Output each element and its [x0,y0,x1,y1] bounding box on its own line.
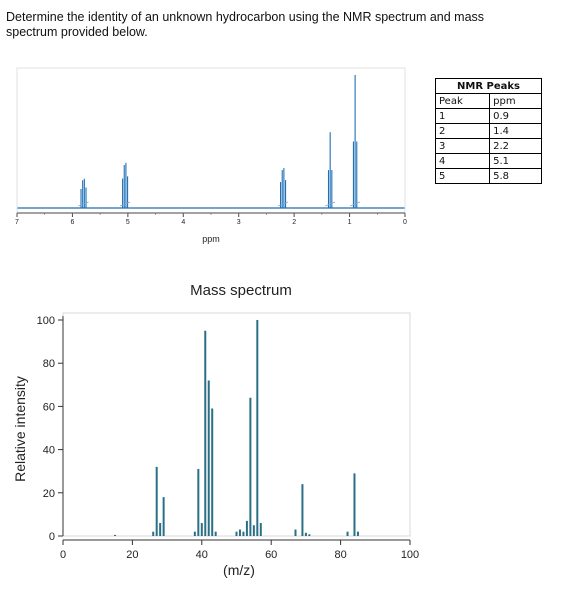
table-row: 5 5.8 [434,168,542,184]
table-row: 3 2.2 [434,138,542,154]
table-cell-ppm: 2.2 [489,138,542,154]
table-row: 1 0.9 [434,108,542,124]
nmr-spectrum-chart: 7 6 5 4 3 2 1 0 ppm [15,67,407,244]
ms-x-tick-label: 60 [265,549,277,561]
ms-bars [114,320,359,536]
nmr-integral [349,201,361,207]
ms-y-tick-label: 100 [37,315,55,327]
nmr-table-title: NMR Peaks [435,78,542,94]
nmr-plot-frame [16,67,406,214]
ms-y-axis-label: Relative intensity [12,376,28,482]
ms-y-tick-label: 20 [43,488,55,500]
nmr-peaks-table: NMR Peaks Peak ppm 1 0.9 2 1.4 3 2.2 4 5… [434,78,542,184]
ms-y-tick-label: 0 [49,531,55,543]
ms-x-tick-label: 0 [60,549,66,561]
nmr-integral [277,201,289,207]
nmr-x-tick-label: 3 [237,219,241,226]
ms-x-axis-label: (m/z) [223,562,255,578]
table-header-ppm: ppm [489,93,542,109]
ms-plot-frame [62,312,411,537]
ms-axes: 0 20 40 60 80 100 0 20 40 60 80 100 [37,315,420,561]
nmr-x-tick-label: 7 [15,219,19,226]
table-cell-ppm: 0.9 [489,108,542,124]
nmr-peak [78,178,89,208]
table-cell-ppm: 5.1 [489,153,542,169]
ms-x-tick-label: 40 [196,549,208,561]
mass-spectrum-title: Mass spectrum [190,282,292,299]
nmr-peak [325,132,336,208]
table-cell-ppm: 5.8 [489,168,542,184]
ms-y-tick-label: 40 [43,445,55,457]
mass-spectrum-chart: Mass spectrum Relative intensity (m/z) 0… [12,282,420,578]
nmr-x-axis-label: ppm [202,234,220,244]
table-cell-peak: 2 [434,123,491,139]
nmr-x-tick-label: 2 [292,219,296,226]
question-text: Determine the identity of an unknown hyd… [6,10,485,39]
table-cell-peak: 5 [434,168,491,184]
nmr-x-tick-label: 1 [348,219,352,226]
ms-x-tick-label: 80 [334,549,346,561]
nmr-integral [119,201,131,207]
ms-x-tick-label: 20 [126,549,138,561]
table-row: 2 1.4 [434,123,542,139]
nmr-x-tick-label: 4 [181,219,185,226]
nmr-integral [78,201,89,207]
table-cell-peak: 3 [434,138,491,154]
nmr-plot-area [16,67,406,214]
ms-y-tick-label: 60 [43,401,55,413]
table-row: 4 5.1 [434,153,542,169]
ms-y-tick-label: 80 [43,358,55,370]
nmr-integral [325,201,336,207]
table-header-peak: Peak [434,93,491,109]
nmr-x-axis: 7 6 5 4 3 2 1 0 [15,212,407,226]
ms-x-tick-label: 100 [401,549,419,561]
nmr-x-tick-label: 0 [403,219,407,226]
table-cell-ppm: 1.4 [489,123,542,139]
nmr-x-tick-label: 6 [70,219,74,226]
nmr-x-tick-label: 5 [126,219,130,226]
table-cell-peak: 4 [434,153,491,169]
nmr-peak [277,168,289,208]
nmr-peak [119,162,131,208]
nmr-peak [349,75,361,208]
table-cell-peak: 1 [434,108,491,124]
